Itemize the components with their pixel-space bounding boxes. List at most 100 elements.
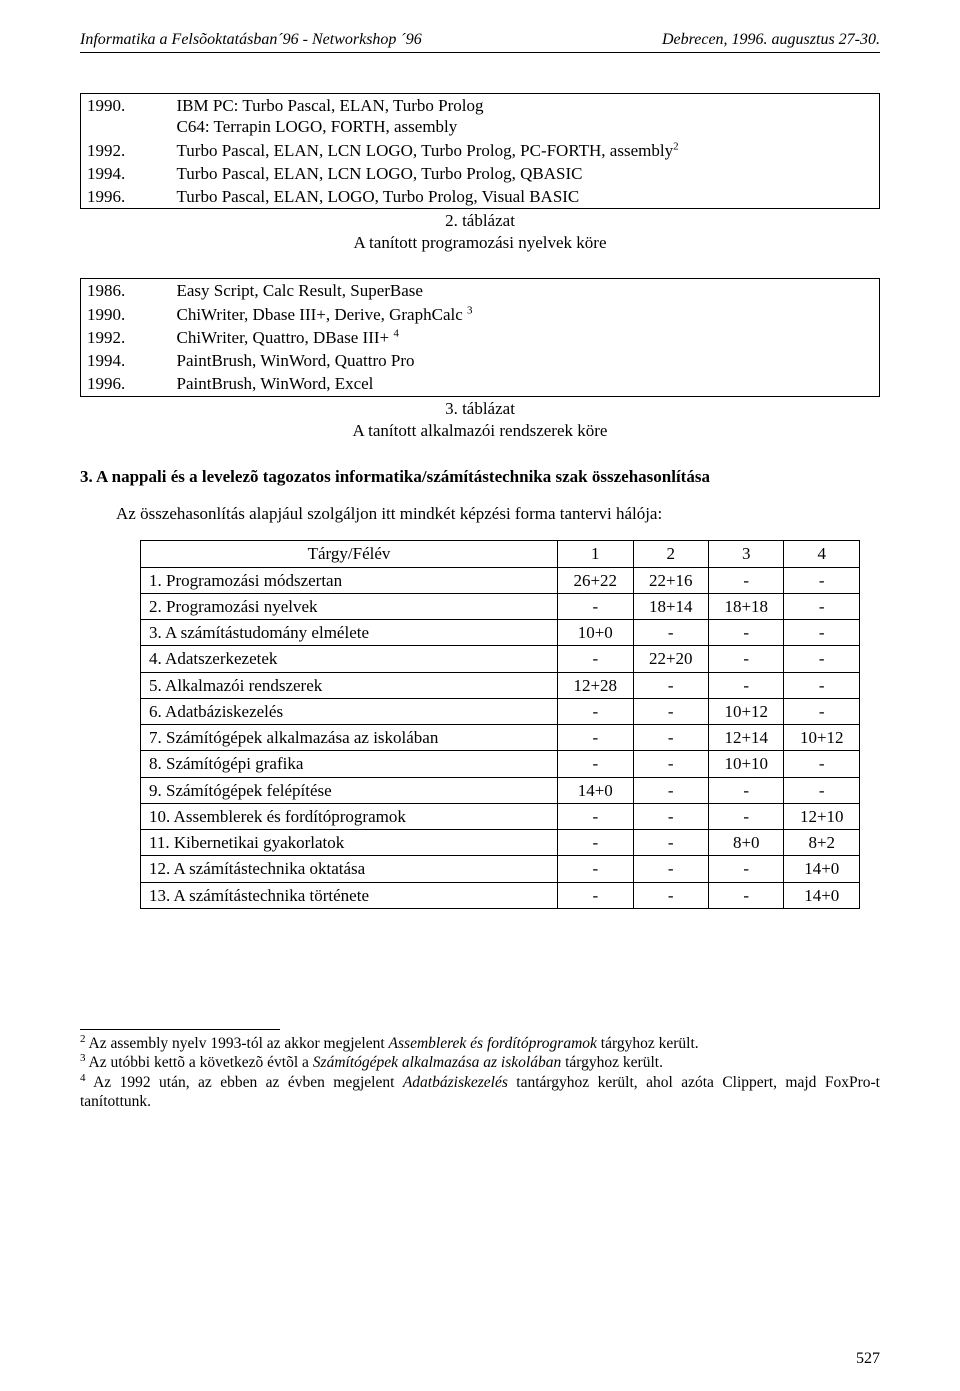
table-row: 5. Alkalmazói rendszerek12+28--- bbox=[141, 672, 860, 698]
page-number: 527 bbox=[856, 1349, 880, 1369]
semester-cell: 10+12 bbox=[784, 725, 860, 751]
footnote-ref: 2 bbox=[673, 140, 679, 152]
semester-cell: - bbox=[633, 672, 708, 698]
footnote-3-mark: 3 bbox=[80, 1052, 86, 1064]
semester-cell: - bbox=[784, 593, 860, 619]
year-cell: 1990. bbox=[81, 94, 171, 139]
curriculum-col-3: 3 bbox=[709, 541, 784, 567]
footnote-3-post: tárgyhoz került. bbox=[565, 1054, 663, 1071]
subject-cell: 8. Számítógépi grafika bbox=[141, 751, 558, 777]
table-row: 6. Adatbáziskezelés--10+12- bbox=[141, 698, 860, 724]
table-row: 2. Programozási nyelvek-18+1418+18- bbox=[141, 593, 860, 619]
footnote-2-pre: Az assembly nyelv 1993-tól az akkor megj… bbox=[89, 1035, 389, 1052]
semester-cell: - bbox=[633, 698, 708, 724]
footnote-ref: 3 bbox=[467, 304, 473, 316]
table-row: 4. Adatszerkezetek-22+20-- bbox=[141, 646, 860, 672]
semester-cell: 18+18 bbox=[709, 593, 784, 619]
text-cell: Turbo Pascal, ELAN, LCN LOGO, Turbo Prol… bbox=[171, 162, 880, 185]
semester-cell: - bbox=[709, 777, 784, 803]
table-row: 1994.PaintBrush, WinWord, Quattro Pro bbox=[81, 349, 880, 372]
semester-cell: 8+2 bbox=[784, 830, 860, 856]
semester-cell: - bbox=[558, 830, 633, 856]
table-3-body: 1986.Easy Script, Calc Result, SuperBase… bbox=[81, 279, 880, 396]
semester-cell: - bbox=[709, 567, 784, 593]
semester-cell: - bbox=[558, 698, 633, 724]
footnotes: 2 Az assembly nyelv 1993-tól az akkor me… bbox=[80, 1034, 880, 1112]
table-row: 1992.ChiWriter, Quattro, DBase III+ 4 bbox=[81, 326, 880, 349]
table-3: 1986.Easy Script, Calc Result, SuperBase… bbox=[80, 278, 880, 396]
page-header: Informatika a Felsõoktatásban´96 - Netwo… bbox=[80, 30, 880, 53]
semester-cell: - bbox=[633, 856, 708, 882]
semester-cell: - bbox=[709, 856, 784, 882]
semester-cell: 12+10 bbox=[784, 803, 860, 829]
subject-cell: 3. A számítástudomány elmélete bbox=[141, 620, 558, 646]
text-cell: Easy Script, Calc Result, SuperBase bbox=[171, 279, 880, 303]
semester-cell: - bbox=[784, 777, 860, 803]
year-cell: 1996. bbox=[81, 185, 171, 209]
curriculum-body: 1. Programozási módszertan26+2222+16--2.… bbox=[141, 567, 860, 908]
semester-cell: - bbox=[633, 830, 708, 856]
table-row: 11. Kibernetikai gyakorlatok--8+08+2 bbox=[141, 830, 860, 856]
subject-cell: 1. Programozási módszertan bbox=[141, 567, 558, 593]
table-row: 1. Programozási módszertan26+2222+16-- bbox=[141, 567, 860, 593]
semester-cell: - bbox=[709, 646, 784, 672]
subject-cell: 5. Alkalmazói rendszerek bbox=[141, 672, 558, 698]
semester-cell: - bbox=[633, 751, 708, 777]
year-cell: 1994. bbox=[81, 349, 171, 372]
semester-cell: - bbox=[784, 698, 860, 724]
footnote-rule bbox=[80, 1029, 280, 1030]
subject-cell: 2. Programozási nyelvek bbox=[141, 593, 558, 619]
semester-cell: - bbox=[558, 725, 633, 751]
footnote-3: 3 Az utóbbi kettõ a következõ évtõl a Sz… bbox=[80, 1053, 880, 1072]
table-2-caption-text: A tanított programozási nyelvek köre bbox=[353, 233, 606, 252]
semester-cell: 22+16 bbox=[633, 567, 708, 593]
semester-cell: - bbox=[633, 803, 708, 829]
semester-cell: 18+14 bbox=[633, 593, 708, 619]
semester-cell: 26+22 bbox=[558, 567, 633, 593]
subject-cell: 11. Kibernetikai gyakorlatok bbox=[141, 830, 558, 856]
semester-cell: - bbox=[558, 882, 633, 908]
table-row: 1994.Turbo Pascal, ELAN, LCN LOGO, Turbo… bbox=[81, 162, 880, 185]
table-2-body: 1990.IBM PC: Turbo Pascal, ELAN, Turbo P… bbox=[81, 94, 880, 209]
year-cell: 1990. bbox=[81, 303, 171, 326]
footnote-2: 2 Az assembly nyelv 1993-tól az akkor me… bbox=[80, 1034, 880, 1053]
text-cell: Turbo Pascal, ELAN, LOGO, Turbo Prolog, … bbox=[171, 185, 880, 209]
footnote-4-mark: 4 bbox=[80, 1071, 86, 1083]
semester-cell: - bbox=[558, 646, 633, 672]
table-row: 13. A számítástechnika története---14+0 bbox=[141, 882, 860, 908]
subject-cell: 9. Számítógépek felépítése bbox=[141, 777, 558, 803]
semester-cell: - bbox=[709, 672, 784, 698]
curriculum-head: Tárgy/Félév 1 2 3 4 bbox=[141, 541, 860, 567]
curriculum-col-1: 1 bbox=[558, 541, 633, 567]
semester-cell: 12+14 bbox=[709, 725, 784, 751]
table-row: 1986.Easy Script, Calc Result, SuperBase bbox=[81, 279, 880, 303]
year-cell: 1992. bbox=[81, 326, 171, 349]
semester-cell: - bbox=[709, 882, 784, 908]
year-cell: 1996. bbox=[81, 372, 171, 396]
table-row: 8. Számítógépi grafika--10+10- bbox=[141, 751, 860, 777]
footnote-3-pre: Az utóbbi kettõ a következõ évtõl a bbox=[89, 1054, 313, 1071]
semester-cell: - bbox=[784, 751, 860, 777]
semester-cell: - bbox=[784, 672, 860, 698]
header-right: Debrecen, 1996. augusztus 27-30. bbox=[662, 30, 880, 50]
page: Informatika a Felsõoktatásban´96 - Netwo… bbox=[0, 0, 960, 1391]
section-3-heading: 3. A nappali és a levelezõ tagozatos inf… bbox=[80, 466, 880, 487]
footnote-2-mark: 2 bbox=[80, 1033, 86, 1045]
header-left: Informatika a Felsõoktatásban´96 - Netwo… bbox=[80, 30, 422, 50]
table-row: 1992.Turbo Pascal, ELAN, LCN LOGO, Turbo… bbox=[81, 139, 880, 162]
semester-cell: 8+0 bbox=[709, 830, 784, 856]
semester-cell: - bbox=[633, 620, 708, 646]
year-cell: 1994. bbox=[81, 162, 171, 185]
footnote-3-ital: Számítógépek alkalmazása az iskolában bbox=[313, 1054, 565, 1071]
semester-cell: - bbox=[709, 803, 784, 829]
table-row: 1990.ChiWriter, Dbase III+, Derive, Grap… bbox=[81, 303, 880, 326]
footnote-2-ital: Assemblerek és fordítóprogramok bbox=[389, 1035, 601, 1052]
semester-cell: - bbox=[558, 593, 633, 619]
year-cell: 1992. bbox=[81, 139, 171, 162]
semester-cell: 12+28 bbox=[558, 672, 633, 698]
table-row: 1996.Turbo Pascal, ELAN, LOGO, Turbo Pro… bbox=[81, 185, 880, 209]
semester-cell: 14+0 bbox=[784, 856, 860, 882]
table-row: 12. A számítástechnika oktatása---14+0 bbox=[141, 856, 860, 882]
subject-cell: 4. Adatszerkezetek bbox=[141, 646, 558, 672]
curriculum-table: Tárgy/Félév 1 2 3 4 1. Programozási móds… bbox=[140, 540, 860, 909]
